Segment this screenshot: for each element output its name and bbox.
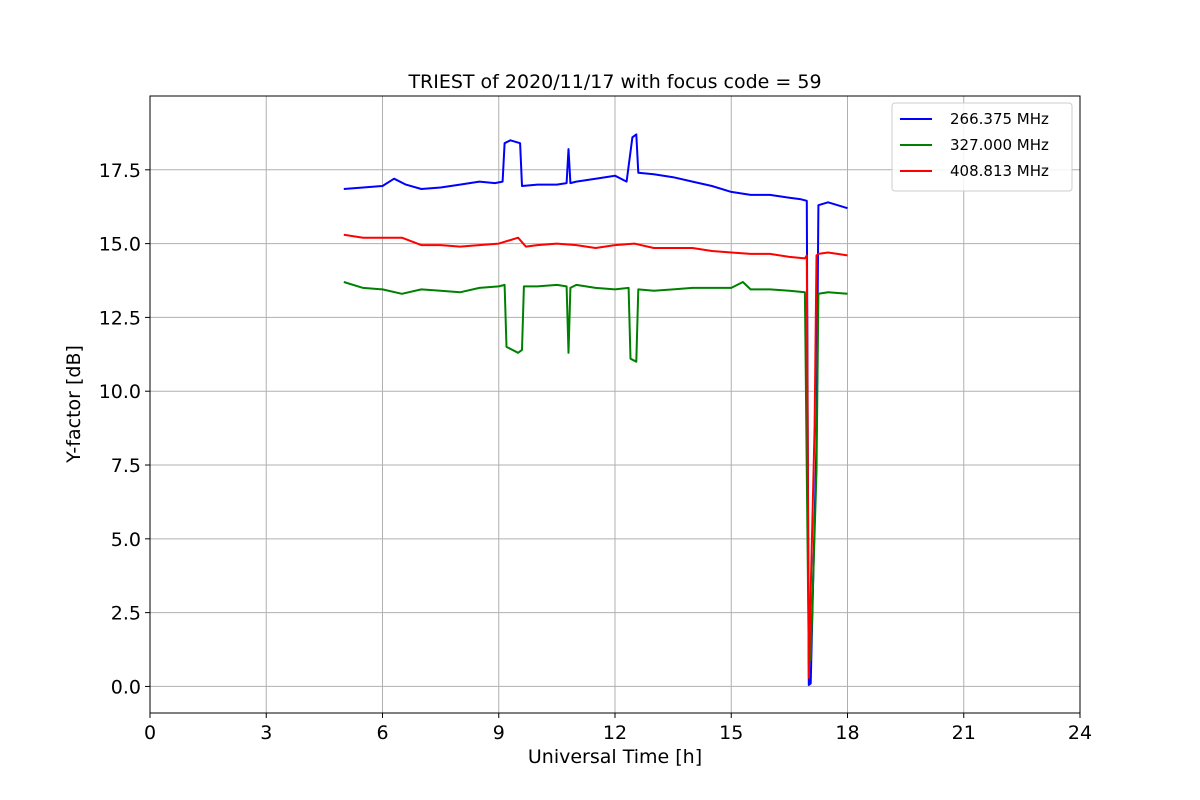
x-axis-label: Universal Time [h] xyxy=(528,746,702,768)
y-tick-label: 17.5 xyxy=(99,160,141,182)
chart-title: TRIEST of 2020/11/17 with focus code = 5… xyxy=(407,71,821,93)
series-line-2 xyxy=(343,281,848,664)
x-tick-label: 0 xyxy=(144,722,156,744)
x-tick-label: 15 xyxy=(719,722,743,744)
y-tick-label: 0.0 xyxy=(111,676,141,698)
series-line-3 xyxy=(343,233,848,679)
x-tick-label: 24 xyxy=(1068,722,1092,744)
legend-box xyxy=(891,102,1073,192)
x-tick-label: 9 xyxy=(493,722,505,744)
y-tick-label: 15.0 xyxy=(99,234,141,256)
legend: 266.375 MHz 327.000 MHz 408.813 MHz xyxy=(891,102,1073,192)
series-line-1 xyxy=(343,133,848,686)
y-tick-label: 12.5 xyxy=(99,307,141,329)
x-tick-label: 18 xyxy=(835,722,859,744)
x-tick-label: 6 xyxy=(376,722,388,744)
series-lines xyxy=(343,133,848,686)
x-tick-label: 21 xyxy=(952,722,976,744)
x-tick-label: 3 xyxy=(260,722,272,744)
y-tick-label: 10.0 xyxy=(99,381,141,403)
y-tick-label: 7.5 xyxy=(111,455,141,477)
x-tick-label: 12 xyxy=(603,722,627,744)
axis-ticks: 0 3 6 9 12 15 18 21 24 0.0 2.5 5.0 7.5 10.0 12.5 15.0 17… xyxy=(99,160,1092,744)
legend-label: 408.813 MHz xyxy=(950,162,1049,180)
y-tick-label: 5.0 xyxy=(111,529,141,551)
y-tick-label: 2.5 xyxy=(111,603,141,625)
y-axis-label: Y-factor [dB] xyxy=(63,345,85,464)
grid-lines xyxy=(149,96,1081,713)
legend-label: 327.000 MHz xyxy=(950,136,1049,154)
legend-label: 266.375 MHz xyxy=(950,110,1049,128)
